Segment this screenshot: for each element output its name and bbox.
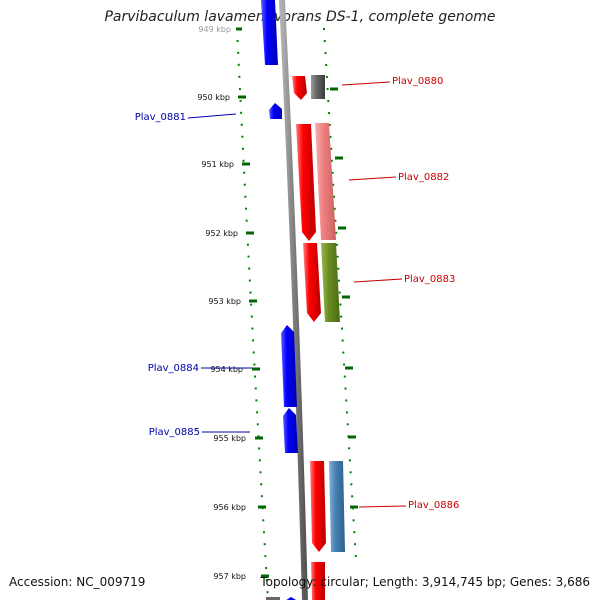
gene-arrow-forward[interactable] bbox=[310, 461, 326, 552]
gene-label-plav-0882[interactable]: Plav_0882 bbox=[398, 172, 449, 183]
feature-box-0886[interactable] bbox=[329, 461, 345, 552]
tick-label: 954 kbp bbox=[210, 365, 243, 374]
gene-arrow-reverse[interactable] bbox=[261, 0, 278, 65]
gene-label-plav-0883[interactable]: Plav_0883 bbox=[404, 274, 455, 285]
gene-arrow-forward[interactable] bbox=[311, 562, 325, 600]
gene-arrow-reverse[interactable] bbox=[286, 597, 296, 600]
gene-label-plav-0886[interactable]: Plav_0886 bbox=[408, 500, 459, 511]
feature-boxes bbox=[311, 75, 345, 552]
gene-label-plav-0881[interactable]: Plav_0881 bbox=[135, 112, 186, 123]
leader-line bbox=[358, 505, 407, 508]
leader-line bbox=[353, 278, 403, 283]
forward-strand-genes bbox=[292, 76, 326, 600]
gene-label-plav-0884[interactable]: Plav_0884 bbox=[148, 363, 199, 374]
genome-title: Parvibaculum lavamentivorans DS-1, compl… bbox=[104, 9, 496, 25]
gene-arrow-reverse[interactable] bbox=[269, 103, 282, 119]
feature-box-0880[interactable] bbox=[311, 75, 325, 99]
leader-line bbox=[341, 81, 391, 86]
tick-label: 953 kbp bbox=[208, 297, 241, 306]
gene-arrow-forward[interactable] bbox=[292, 76, 307, 100]
tick-marks bbox=[236, 27, 269, 578]
gene-arrow-forward[interactable] bbox=[303, 243, 321, 322]
gene-arrow-reverse[interactable] bbox=[283, 408, 298, 453]
gene-arrow-forward[interactable] bbox=[296, 124, 316, 241]
gene-label-plav-0880[interactable]: Plav_0880 bbox=[392, 76, 443, 87]
gene-arrow-reverse[interactable] bbox=[281, 325, 297, 407]
tick-label: 952 kbp bbox=[205, 229, 238, 238]
gene-arrow-reverse[interactable] bbox=[266, 597, 280, 600]
left-dotted-guide bbox=[236, 27, 269, 600]
tick-label: 955 kbp bbox=[213, 434, 246, 443]
leader-line bbox=[348, 176, 397, 181]
tick-label: 956 kbp bbox=[213, 503, 246, 512]
reverse-strand-genes bbox=[261, 0, 298, 600]
gene-label-plav-0885[interactable]: Plav_0885 bbox=[149, 427, 200, 438]
tick-label: 957 kbp bbox=[213, 572, 246, 581]
tick-label: 950 kbp bbox=[197, 93, 230, 102]
feature-box-0883[interactable] bbox=[321, 243, 340, 322]
outer-tick-marks bbox=[330, 87, 358, 509]
genome-summary-text: Topology: circular; Length: 3,914,745 bp… bbox=[260, 575, 590, 589]
accession-text: Accession: NC_009719 bbox=[9, 575, 146, 589]
feature-box-0882[interactable] bbox=[315, 123, 336, 240]
tick-label: 951 kbp bbox=[201, 160, 234, 169]
tick-label: 949 kbp bbox=[198, 25, 231, 34]
leader-line bbox=[187, 113, 237, 119]
genome-backbone bbox=[279, 0, 308, 600]
